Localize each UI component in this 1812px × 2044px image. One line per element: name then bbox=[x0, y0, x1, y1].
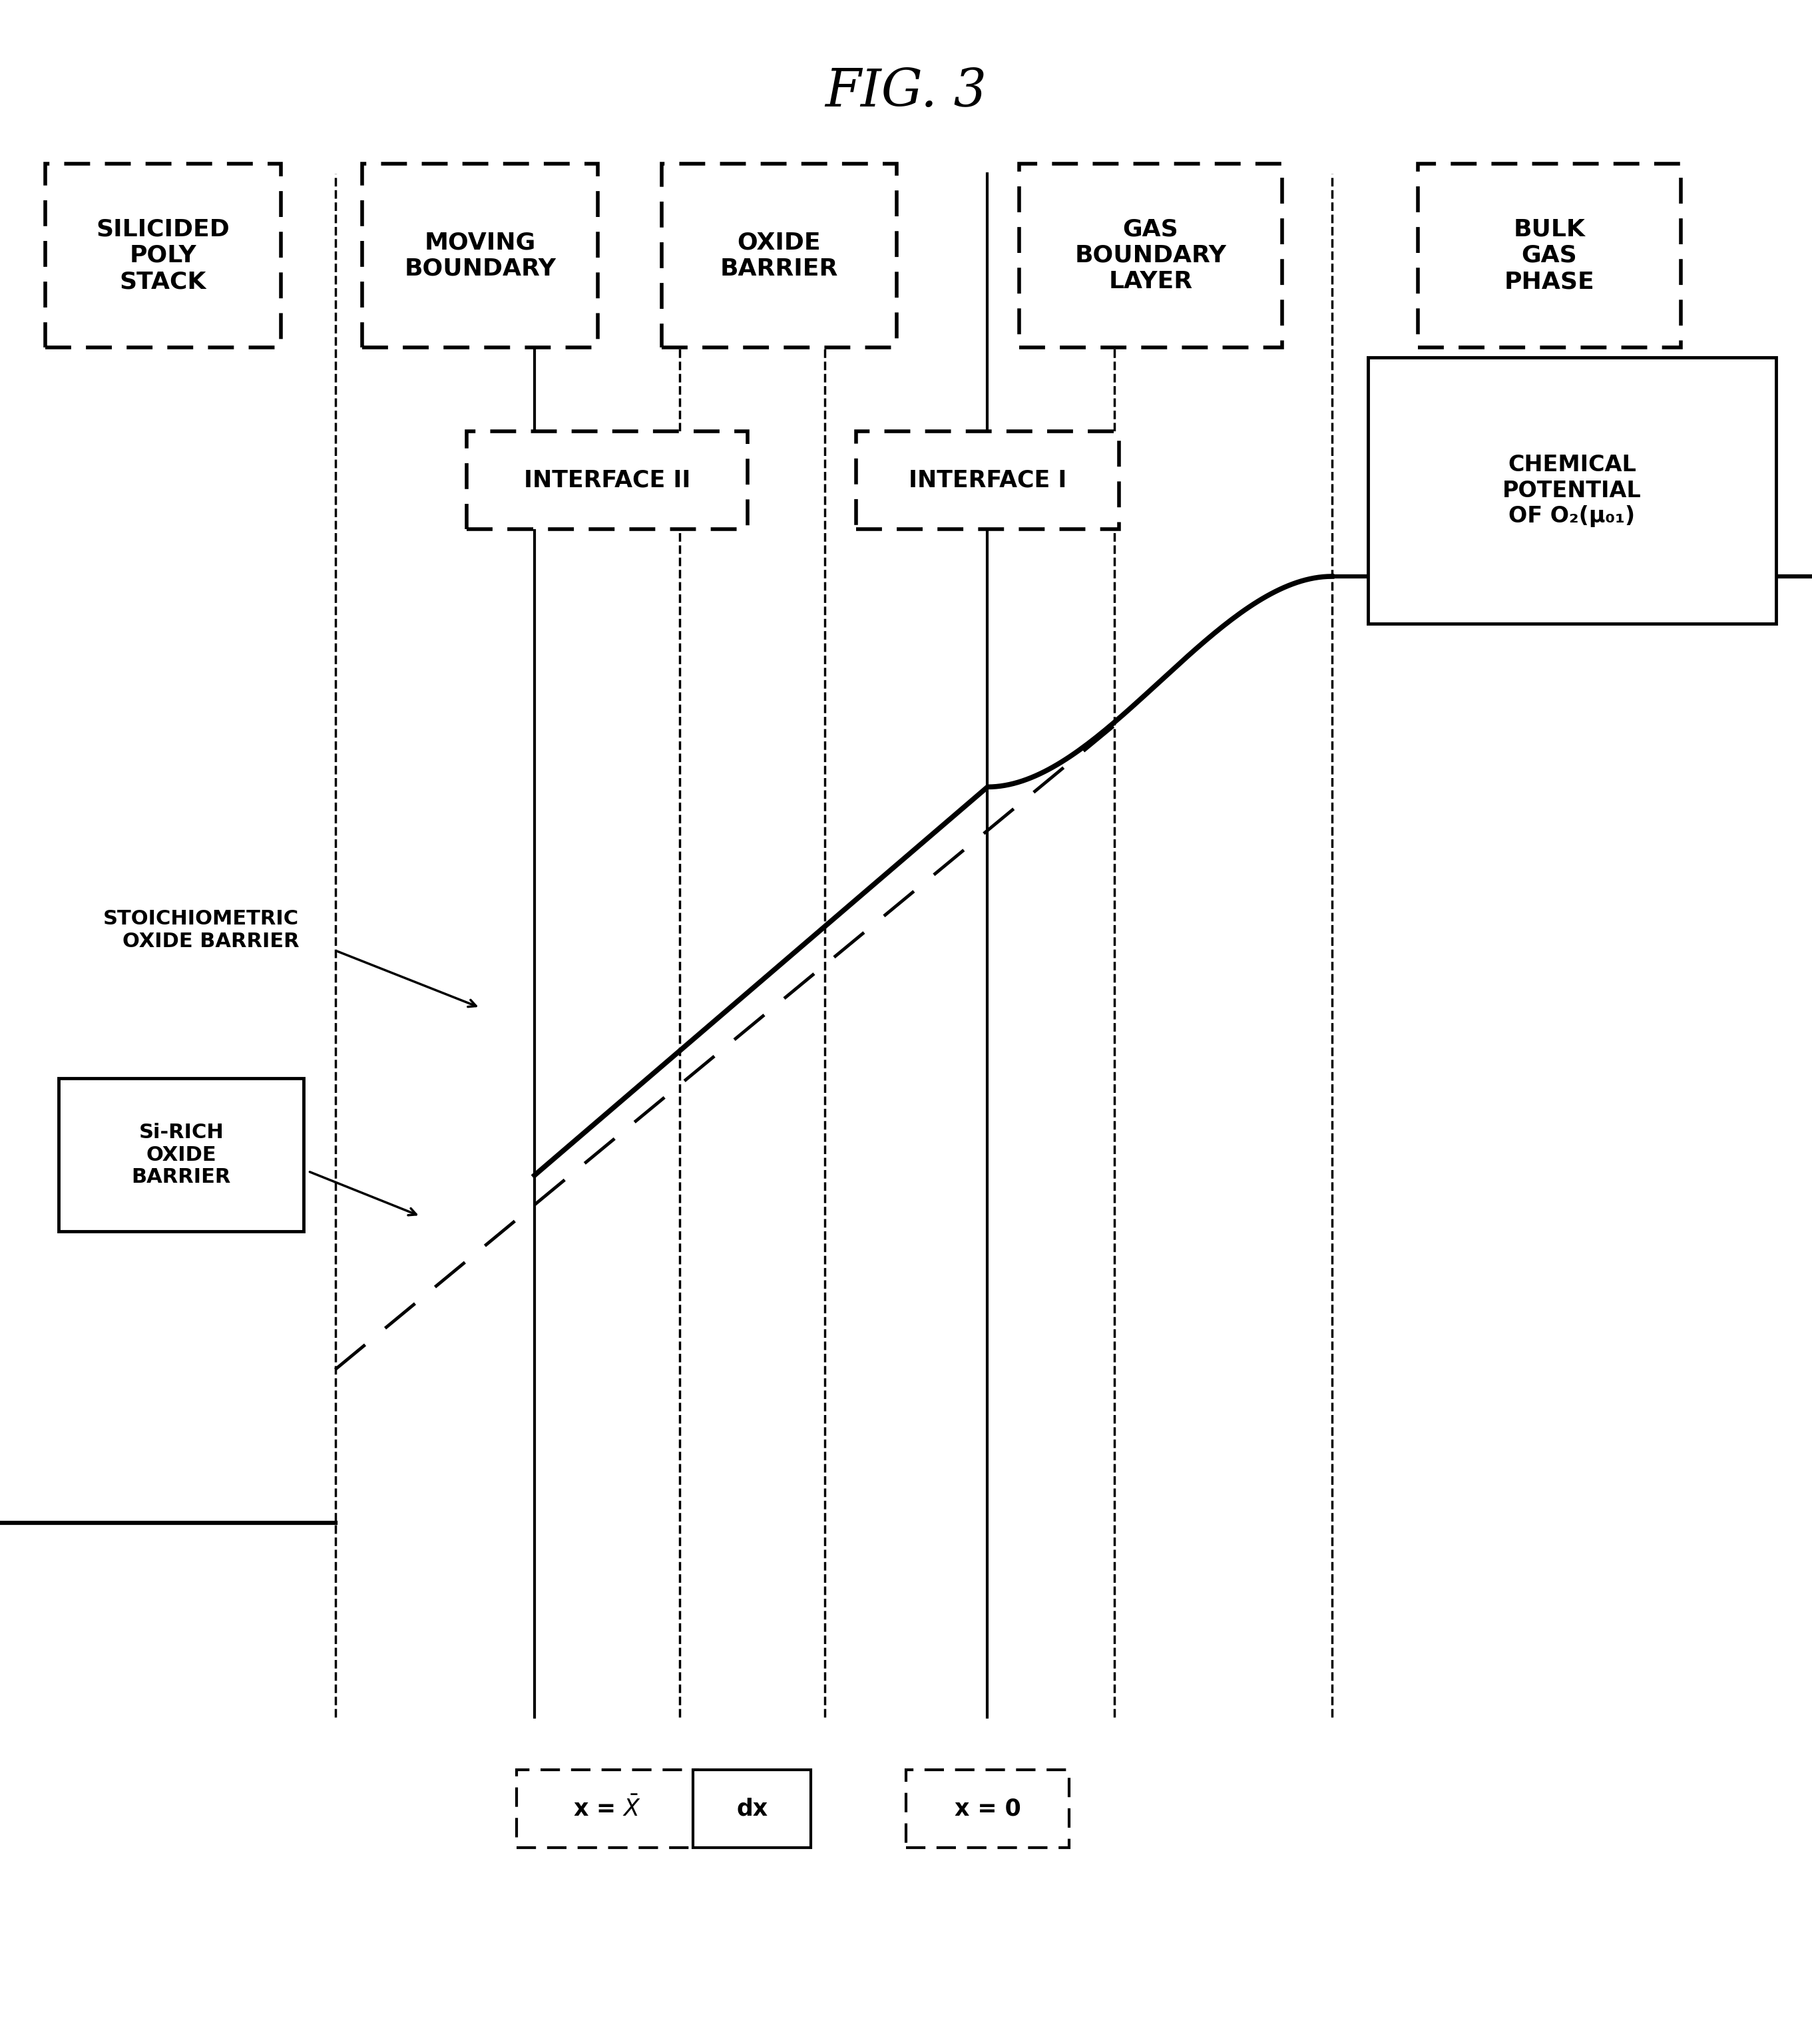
FancyBboxPatch shape bbox=[45, 164, 281, 347]
FancyBboxPatch shape bbox=[466, 431, 747, 529]
Text: MOVING
BOUNDARY: MOVING BOUNDARY bbox=[404, 231, 556, 280]
Text: INTERFACE II: INTERFACE II bbox=[524, 468, 690, 493]
FancyBboxPatch shape bbox=[692, 1770, 810, 1848]
Text: Si-RICH
OXIDE
BARRIER: Si-RICH OXIDE BARRIER bbox=[132, 1122, 230, 1188]
Text: FIG. 3: FIG. 3 bbox=[824, 67, 988, 117]
FancyBboxPatch shape bbox=[906, 1770, 1069, 1848]
FancyBboxPatch shape bbox=[362, 164, 598, 347]
Text: OXIDE
BARRIER: OXIDE BARRIER bbox=[719, 231, 839, 280]
Text: x = $\bar{X}$: x = $\bar{X}$ bbox=[573, 1797, 641, 1821]
Text: CHEMICAL
POTENTIAL
OF O₂(μ₀₁): CHEMICAL POTENTIAL OF O₂(μ₀₁) bbox=[1502, 454, 1642, 527]
FancyBboxPatch shape bbox=[516, 1770, 698, 1848]
Text: SILICIDED
POLY
STACK: SILICIDED POLY STACK bbox=[96, 219, 230, 292]
FancyBboxPatch shape bbox=[661, 164, 897, 347]
Text: STOICHIOMETRIC
OXIDE BARRIER: STOICHIOMETRIC OXIDE BARRIER bbox=[103, 910, 299, 950]
Text: x = 0: x = 0 bbox=[955, 1797, 1020, 1821]
FancyBboxPatch shape bbox=[1417, 164, 1682, 347]
Text: INTERFACE I: INTERFACE I bbox=[908, 468, 1067, 493]
FancyBboxPatch shape bbox=[58, 1077, 303, 1230]
Text: GAS
BOUNDARY
LAYER: GAS BOUNDARY LAYER bbox=[1075, 219, 1227, 292]
Text: dx: dx bbox=[736, 1797, 768, 1821]
Text: BULK
GAS
PHASE: BULK GAS PHASE bbox=[1504, 219, 1595, 292]
FancyBboxPatch shape bbox=[855, 431, 1118, 529]
FancyBboxPatch shape bbox=[1368, 358, 1776, 623]
FancyBboxPatch shape bbox=[1018, 164, 1283, 347]
